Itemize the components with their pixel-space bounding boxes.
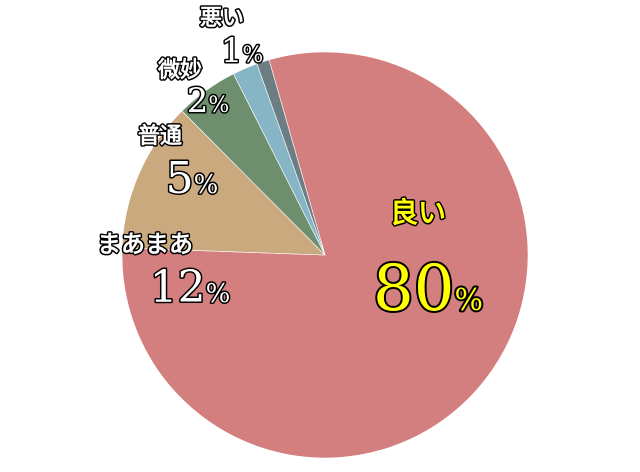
slice-label-4: 微妙 — [157, 57, 202, 83]
slice-percent-4: 2% — [187, 81, 230, 121]
slice-percent-2: 12% — [150, 262, 231, 313]
slice-percent-sign-2: % — [206, 279, 231, 309]
slice-percent-value-4: 2 — [187, 81, 209, 121]
pie-slice-2 — [121, 110, 326, 256]
slice-percent-1: 80% — [373, 252, 483, 326]
slice-percent-sign-4: % — [208, 93, 229, 118]
slice-percent-value-2: 12 — [150, 262, 206, 313]
pie-slice-5 — [256, 59, 326, 256]
slice-percent-sign-1: % — [454, 283, 483, 318]
slice-percent-3: 5% — [166, 153, 219, 204]
slice-label-3: 普通 — [138, 123, 182, 149]
slice-percent-value-3: 5 — [166, 153, 194, 204]
slice-percent-sign-5: % — [242, 43, 263, 68]
slice-percent-sign-3: % — [194, 170, 219, 200]
slice-percent-value-1: 80 — [373, 252, 454, 326]
slice-percent-5: 1% — [221, 31, 264, 71]
slice-percent-value-5: 1 — [221, 31, 243, 71]
slice-label-1: 良い — [390, 196, 446, 229]
slice-label-2: まあまあ — [97, 230, 193, 258]
slice-label-5: 悪い — [200, 6, 244, 31]
pie-slices — [121, 51, 529, 459]
